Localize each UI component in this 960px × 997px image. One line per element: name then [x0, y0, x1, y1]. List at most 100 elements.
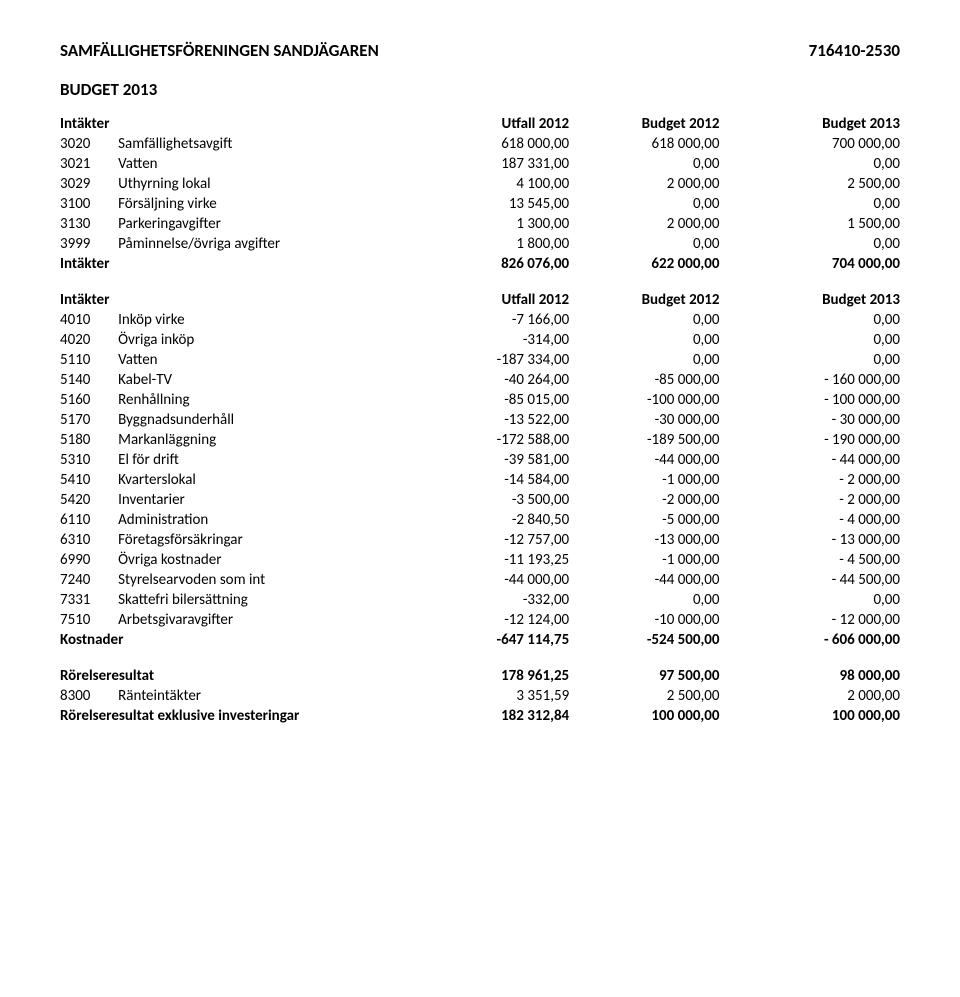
- income-header-row: IntäkterUtfall 2012Budget 2012Budget 201…: [60, 114, 900, 134]
- cell: 2 500,00: [720, 174, 900, 194]
- cell: 6310: [60, 530, 118, 550]
- cell: Kabel-TV: [118, 370, 419, 390]
- cell: -12 124,00: [419, 610, 569, 630]
- cell: Inventarier: [118, 490, 419, 510]
- cell: - 2 000,00: [720, 490, 900, 510]
- expense-row: 5310El för drift-39 581,00-44 000,00- 44…: [60, 450, 900, 470]
- cell-v2: 2 500,00: [569, 686, 719, 706]
- income-row: 3029Uthyrning lokal4 100,002 000,002 500…: [60, 174, 900, 194]
- cell: 4010: [60, 310, 118, 330]
- cell: Uthyrning lokal: [118, 174, 419, 194]
- cell-v3: 2 000,00: [720, 686, 900, 706]
- cell-v1: 3 351,59: [419, 686, 569, 706]
- total-v3: - 606 000,00: [720, 630, 900, 650]
- income-row: 3020Samfällighetsavgift618 000,00618 000…: [60, 134, 900, 154]
- cell: Övriga kostnader: [118, 550, 419, 570]
- total-v2: 622 000,00: [569, 254, 719, 274]
- spacer: [60, 274, 900, 290]
- cell: Styrelsearvoden som int: [118, 570, 419, 590]
- cell: -332,00: [419, 590, 569, 610]
- cell: -11 193,25: [419, 550, 569, 570]
- cell: Skattefri bilersättning: [118, 590, 419, 610]
- cell: 0,00: [569, 350, 719, 370]
- cell: -189 500,00: [569, 430, 719, 450]
- expense-row: 4020Övriga inköp-314,000,000,00: [60, 330, 900, 350]
- cell: - 44 000,00: [720, 450, 900, 470]
- cell: 5110: [60, 350, 118, 370]
- cell-label: Ränteintäkter: [118, 686, 419, 706]
- cell: -2 840,50: [419, 510, 569, 530]
- income-row: 3999Påminnelse/övriga avgifter1 800,000,…: [60, 234, 900, 254]
- cell: 0,00: [569, 194, 719, 214]
- cell: -100 000,00: [569, 390, 719, 410]
- cell: 3100: [60, 194, 118, 214]
- cell-code: 8300: [60, 686, 118, 706]
- total-v2: -524 500,00: [569, 630, 719, 650]
- cell: 6990: [60, 550, 118, 570]
- total-label: Kostnader: [60, 630, 419, 650]
- cell: 1 500,00: [720, 214, 900, 234]
- income-total-row: Intäkter826 076,00622 000,00704 000,00: [60, 254, 900, 274]
- doc-header: SAMFÄLLIGHETSFÖRENINGEN SANDJÄGAREN 7164…: [60, 40, 900, 61]
- cell: 0,00: [720, 310, 900, 330]
- cell: 4020: [60, 330, 118, 350]
- cell-label: Rörelseresultat: [60, 666, 419, 686]
- cell: 0,00: [720, 330, 900, 350]
- cell: Byggnadsunderhåll: [118, 410, 419, 430]
- cell: 700 000,00: [720, 134, 900, 154]
- budget-table: IntäkterUtfall 2012Budget 2012Budget 201…: [60, 114, 900, 726]
- col-header-b2013: Budget 2013: [720, 114, 900, 134]
- cell: 7510: [60, 610, 118, 630]
- expense-header-row: IntäkterUtfall 2012Budget 2012Budget 201…: [60, 290, 900, 310]
- cell: Påminnelse/övriga avgifter: [118, 234, 419, 254]
- expense-row: 5180Markanläggning-172 588,00-189 500,00…: [60, 430, 900, 450]
- cell: 5160: [60, 390, 118, 410]
- org-number: 716410-2530: [809, 40, 900, 61]
- expense-row: 4010Inköp virke-7 166,000,000,00: [60, 310, 900, 330]
- cell: 7240: [60, 570, 118, 590]
- cell: -172 588,00: [419, 430, 569, 450]
- cell: -3 500,00: [419, 490, 569, 510]
- cell: 0,00: [720, 350, 900, 370]
- cell: El för drift: [118, 450, 419, 470]
- cell: 1 300,00: [419, 214, 569, 234]
- cell: -12 757,00: [419, 530, 569, 550]
- cell-v2: 100 000,00: [569, 706, 719, 726]
- cell: 3029: [60, 174, 118, 194]
- cell: Samfällighetsavgift: [118, 134, 419, 154]
- income-row: 3100Försäljning virke13 545,000,000,00: [60, 194, 900, 214]
- cell: -44 000,00: [569, 570, 719, 590]
- cell: Företagsförsäkringar: [118, 530, 419, 550]
- cell: - 2 000,00: [720, 470, 900, 490]
- expense-row: 5160Renhållning-85 015,00-100 000,00- 10…: [60, 390, 900, 410]
- cell: 5140: [60, 370, 118, 390]
- cell: -13 000,00: [569, 530, 719, 550]
- cell: 0,00: [720, 194, 900, 214]
- col-header-intakter: Intäkter: [60, 114, 419, 134]
- section-title: BUDGET 2013: [60, 79, 900, 100]
- cell: Vatten: [118, 154, 419, 174]
- cell: 13 545,00: [419, 194, 569, 214]
- cell: 3021: [60, 154, 118, 174]
- expense-row: 6990Övriga kostnader-11 193,25-1 000,00-…: [60, 550, 900, 570]
- cell: 618 000,00: [419, 134, 569, 154]
- cell: - 12 000,00: [720, 610, 900, 630]
- result-row: Rörelseresultat178 961,2597 500,0098 000…: [60, 666, 900, 686]
- cell: 0,00: [720, 234, 900, 254]
- income-row: 3130Parkeringavgifter1 300,002 000,001 5…: [60, 214, 900, 234]
- expense-row: 6310Företagsförsäkringar-12 757,00-13 00…: [60, 530, 900, 550]
- total-label: Intäkter: [60, 254, 419, 274]
- expense-row: 5110Vatten-187 334,000,000,00: [60, 350, 900, 370]
- cell: Kvarterslokal: [118, 470, 419, 490]
- cell: Övriga inköp: [118, 330, 419, 350]
- expense-row: 7510Arbetsgivaravgifter-12 124,00-10 000…: [60, 610, 900, 630]
- cell: -7 166,00: [419, 310, 569, 330]
- cell: - 44 500,00: [720, 570, 900, 590]
- income-row: 3021Vatten187 331,000,000,00: [60, 154, 900, 174]
- cell: -30 000,00: [569, 410, 719, 430]
- cell: 0,00: [569, 330, 719, 350]
- cell: Inköp virke: [118, 310, 419, 330]
- cell: -1 000,00: [569, 470, 719, 490]
- col-header-utfall: Utfall 2012: [419, 114, 569, 134]
- cell-v1: 182 312,84: [419, 706, 569, 726]
